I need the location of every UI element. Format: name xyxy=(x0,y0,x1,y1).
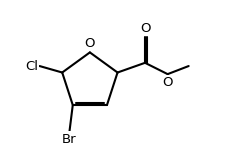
Text: Br: Br xyxy=(62,133,77,146)
Text: O: O xyxy=(140,22,150,35)
Text: O: O xyxy=(162,76,173,89)
Text: O: O xyxy=(85,37,95,50)
Text: Cl: Cl xyxy=(25,59,38,73)
